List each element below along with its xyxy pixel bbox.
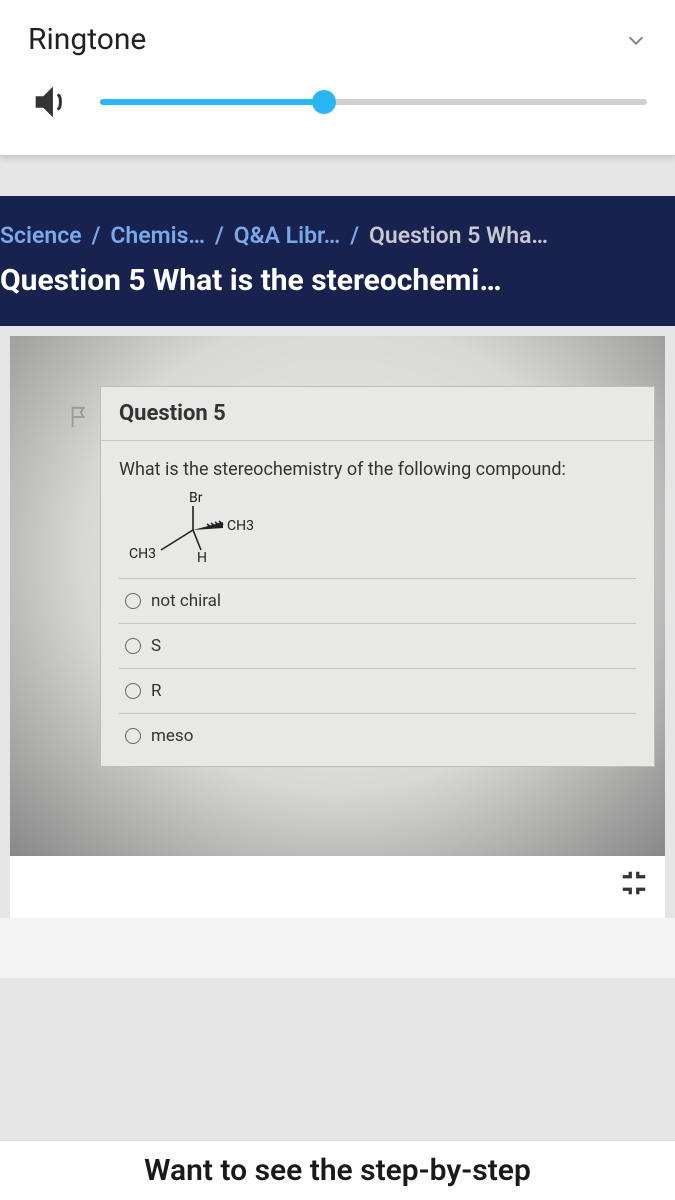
options-list: not chiral S Rmeso: [119, 578, 636, 758]
slider-thumb[interactable]: [312, 90, 336, 114]
breadcrumb-separator: /: [215, 222, 224, 249]
option-label: not chiral: [151, 591, 221, 611]
slider-fill: [100, 99, 324, 105]
question-image-wrap: Question 5 What is the stereochemistry o…: [10, 336, 665, 918]
breadcrumb-separator: /: [350, 222, 359, 249]
step-by-step-teaser[interactable]: Want to see the step-by-step: [0, 1140, 675, 1200]
option-row[interactable]: not chiral: [119, 578, 636, 623]
content-band: Science / Chemis… / Q&A Libr… / Question 5 Wha…: [0, 196, 675, 326]
option-row[interactable]: meso: [119, 713, 636, 758]
breadcrumb-current: Question 5 Wha…: [369, 222, 548, 249]
radio-icon[interactable]: [125, 593, 141, 609]
question-photo: Question 5 What is the stereochemistry o…: [10, 336, 665, 856]
option-label: S: [151, 636, 161, 656]
content-gap: [0, 918, 675, 978]
breadcrumb: Science / Chemis… / Q&A Libr… / Question 5 Wha…: [0, 222, 675, 249]
flag-icon: [68, 404, 90, 430]
ringtone-title: Ringtone: [28, 22, 146, 57]
radio-icon[interactable]: [125, 638, 141, 654]
breadcrumb-separator: /: [92, 222, 101, 249]
radio-icon[interactable]: [125, 683, 141, 699]
page-title: Question 5 What is the stereochemi…: [0, 263, 675, 298]
option-row[interactable]: S: [119, 623, 636, 668]
mol-label-down: H: [197, 550, 207, 566]
ringtone-panel: Ringtone: [0, 0, 675, 156]
question-card: Question 5 What is the stereochemistry o…: [100, 386, 655, 767]
molecule-structure: Br CH3 H CH3: [123, 488, 636, 568]
mol-label-top: Br: [189, 490, 203, 506]
speaker-icon[interactable]: [28, 79, 74, 125]
fullscreen-row: [10, 856, 665, 918]
fullscreen-exit-icon[interactable]: [619, 868, 649, 898]
breadcrumb-link[interactable]: Chemis…: [110, 222, 205, 249]
question-body: What is the stereochemistry of the follo…: [101, 441, 654, 766]
option-row[interactable]: R: [119, 668, 636, 713]
slider-track: [100, 99, 647, 105]
chevron-down-icon[interactable]: [625, 29, 647, 51]
breadcrumb-link[interactable]: Science: [0, 222, 82, 249]
breadcrumb-link[interactable]: Q&A Libr…: [234, 222, 340, 249]
mol-label-wedge: CH3: [227, 518, 254, 534]
option-label: R: [151, 681, 161, 701]
mol-label-left: CH3: [129, 546, 156, 562]
question-prompt: What is the stereochemistry of the follo…: [119, 459, 636, 480]
option-label: meso: [151, 726, 193, 746]
radio-icon[interactable]: [125, 728, 141, 744]
question-number-label: Question 5: [101, 387, 654, 441]
volume-slider[interactable]: [100, 90, 647, 114]
ringtone-header: Ringtone: [28, 22, 647, 57]
volume-row: [28, 79, 647, 125]
